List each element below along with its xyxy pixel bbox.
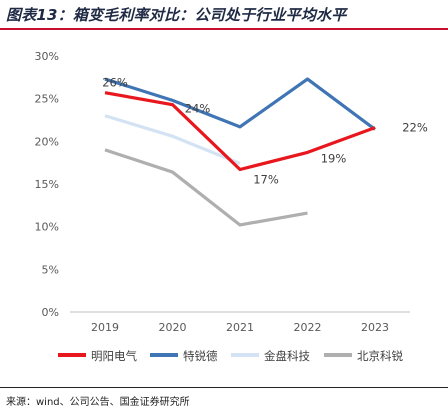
- x-tick-label: 2022: [294, 321, 322, 334]
- chart-axes: 0% 5% 10% 15% 20% 25% 30% 2019 2020 2021 2022 2023: [35, 50, 410, 334]
- x-tick-label: 2021: [226, 321, 254, 334]
- data-label: 19%: [321, 151, 347, 165]
- legend-label: 特锐德: [183, 349, 218, 363]
- y-tick-label: 20%: [35, 135, 59, 148]
- x-tick-label: 2019: [91, 321, 119, 334]
- title-divider: [0, 28, 448, 30]
- x-tick-label: 2023: [361, 321, 389, 334]
- y-tick-label: 15%: [35, 178, 59, 191]
- source-note: 来源：wind、公司公告、国金证券研究所: [6, 397, 190, 408]
- data-label: 22%: [402, 121, 428, 135]
- series-line-3: [104, 114, 241, 166]
- chart-series: [104, 77, 376, 227]
- y-tick-label: 30%: [35, 50, 59, 63]
- chart-title: 图表13：箱变毛利率对比：公司处于行业平均水平: [6, 6, 347, 24]
- y-tick-label: 5%: [42, 263, 59, 276]
- data-label: 24%: [185, 102, 211, 116]
- chart-legend: 明阳电气 特锐德 金盘科技 北京科锐: [58, 349, 403, 363]
- x-tick-label: 2020: [159, 321, 187, 334]
- series-line-4: [104, 148, 308, 227]
- legend-label: 金盘科技: [264, 349, 310, 363]
- y-tick-label: 0%: [42, 306, 59, 319]
- legend-label: 北京科锐: [357, 349, 403, 363]
- series-line-1: [104, 91, 376, 172]
- source-divider: [0, 387, 448, 388]
- data-label: 26%: [102, 76, 128, 90]
- y-tick-label: 25%: [35, 93, 59, 106]
- data-labels: 26% 24% 17% 19% 22%: [102, 76, 428, 187]
- data-label: 17%: [253, 172, 279, 186]
- y-tick-label: 10%: [35, 221, 59, 234]
- series-line-2: [104, 77, 376, 131]
- legend-label: 明阳电气: [91, 349, 137, 363]
